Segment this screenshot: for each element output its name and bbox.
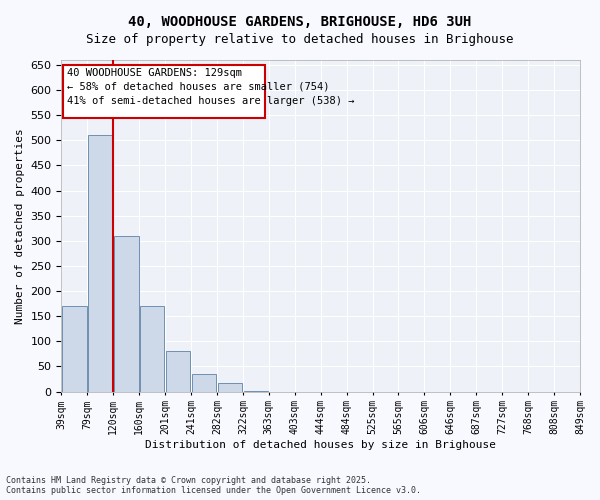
Bar: [244, 390, 268, 392]
Bar: [140, 306, 164, 392]
Text: Contains HM Land Registry data © Crown copyright and database right 2025.
Contai: Contains HM Land Registry data © Crown c…: [6, 476, 421, 495]
Bar: [192, 374, 217, 392]
Text: Size of property relative to detached houses in Brighouse: Size of property relative to detached ho…: [86, 32, 514, 46]
Text: 40 WOODHOUSE GARDENS: 129sqm
← 58% of detached houses are smaller (754)
41% of s: 40 WOODHOUSE GARDENS: 129sqm ← 58% of de…: [67, 68, 354, 106]
Bar: [166, 352, 190, 392]
Bar: [114, 236, 139, 392]
FancyBboxPatch shape: [62, 65, 265, 118]
Y-axis label: Number of detached properties: Number of detached properties: [15, 128, 25, 324]
Bar: [88, 136, 113, 392]
Text: 40, WOODHOUSE GARDENS, BRIGHOUSE, HD6 3UH: 40, WOODHOUSE GARDENS, BRIGHOUSE, HD6 3U…: [128, 15, 472, 29]
Bar: [62, 306, 86, 392]
X-axis label: Distribution of detached houses by size in Brighouse: Distribution of detached houses by size …: [145, 440, 496, 450]
Bar: [218, 382, 242, 392]
